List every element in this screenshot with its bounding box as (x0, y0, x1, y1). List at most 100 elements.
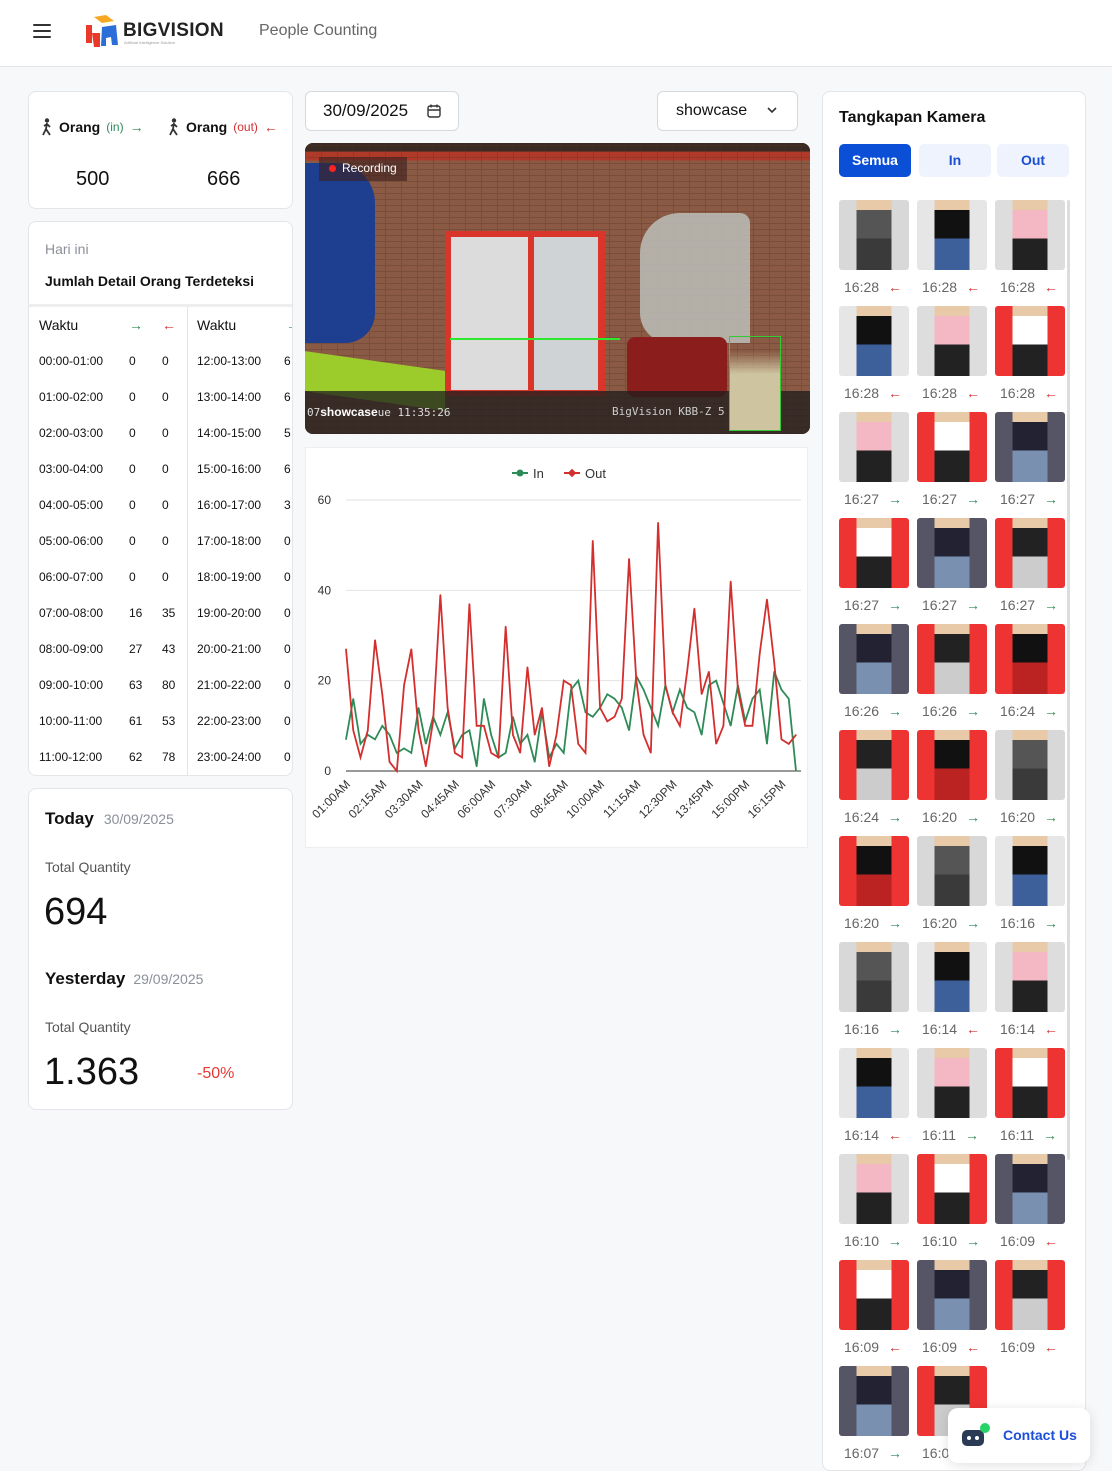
arrow-right-icon: → (888, 597, 903, 613)
capture-thumbnail[interactable] (917, 200, 987, 270)
in-count: 6 (284, 390, 291, 404)
arrow-right-icon: → (1044, 597, 1059, 613)
recording-badge: Recording (319, 157, 407, 181)
capture-thumbnail[interactable] (839, 518, 909, 588)
capture-time-text: 16:16 (1000, 915, 1036, 931)
out-label: Orang (out) ← (168, 118, 278, 136)
capture-time-text: 16:27 (922, 491, 958, 507)
data-point-out (468, 603, 470, 605)
data-point-out (548, 765, 550, 768)
tab-in[interactable]: In (919, 144, 991, 177)
tab-all[interactable]: Semua (839, 144, 911, 177)
capture-thumbnail[interactable] (839, 730, 909, 800)
capture-thumbnail[interactable] (839, 1154, 909, 1224)
capture-thumbnail[interactable] (839, 942, 909, 1012)
data-point-in (359, 743, 362, 745)
walking-person-icon (169, 118, 178, 136)
y-tick-label: 60 (318, 493, 332, 507)
capture-thumbnail[interactable] (995, 836, 1065, 906)
walking-person-icon (42, 118, 51, 136)
capture-thumbnail[interactable] (839, 412, 909, 482)
capture-thumbnail[interactable] (917, 1260, 987, 1330)
brand-tagline: Artificial Intelligence Solution (124, 40, 175, 45)
capture-thumbnail[interactable] (995, 412, 1065, 482)
tab-out[interactable]: Out (997, 144, 1069, 177)
data-point-in (439, 734, 441, 736)
today-qty-label: Total Quantity (45, 859, 131, 875)
arrow-left-icon: ← (888, 1339, 903, 1355)
date-picker[interactable]: 30/09/2025 (305, 91, 459, 131)
capture-thumbnail[interactable] (839, 624, 909, 694)
capture-thumbnail[interactable] (995, 1154, 1065, 1224)
in-count: 0 (129, 390, 136, 404)
capture-thumbnail[interactable] (839, 1366, 909, 1436)
bigvision-logo[interactable]: BIGVISION Artificial Intelligence Soluti… (84, 13, 224, 51)
capture-thumbnail[interactable] (917, 836, 987, 906)
data-point-in (642, 689, 645, 691)
capture-thumbnail[interactable] (995, 200, 1065, 270)
capture-time-text: 16:10 (844, 1233, 880, 1249)
capture-time: 16:14 ← (922, 1021, 980, 1037)
data-point-in (766, 743, 768, 745)
capture-thumbnail[interactable] (995, 624, 1065, 694)
capture-time-text: 16:11 (922, 1127, 956, 1143)
capture-thumbnail[interactable] (839, 200, 909, 270)
detection-box (729, 336, 781, 431)
data-point-out (476, 725, 478, 727)
capture-thumbnail[interactable] (917, 1154, 987, 1224)
capture-thumbnail[interactable] (917, 1048, 987, 1118)
data-point-out (432, 720, 434, 722)
arrow-right-icon: → (966, 597, 981, 613)
arrow-right-icon: → (888, 915, 903, 931)
capture-time: 16:26 → (922, 703, 980, 719)
in-label-text: Orang (59, 119, 101, 135)
arrow-right-icon: → (1044, 491, 1059, 507)
brand-name: BIGVISION (123, 20, 224, 41)
table-row: 08:00-09:00 27 43 (29, 631, 189, 667)
page-title: People Counting (259, 22, 378, 39)
capture-time: 16:24 → (844, 809, 902, 825)
table-row: 09:00-10:00 63 80 (29, 667, 189, 703)
capture-thumbnail[interactable] (917, 306, 987, 376)
data-point-in (628, 729, 630, 731)
x-tick-label: 16:15PM (745, 777, 789, 821)
camera-live-feed[interactable]: Recording 07showcaseue 11:35:26 BigVisio… (305, 143, 810, 434)
legend-marker (567, 468, 577, 478)
wall-map-mural (305, 163, 375, 343)
captures-scrollbar[interactable] (1067, 200, 1070, 1160)
data-point-out (417, 729, 420, 731)
capture-thumbnail[interactable] (995, 730, 1065, 800)
people-count-summary: Orang (in) → Orang (out) ← 500 666 (28, 91, 293, 209)
capture-thumbnail[interactable] (839, 1048, 909, 1118)
in-count: 0 (129, 426, 136, 440)
arrow-right-icon: → (888, 703, 903, 719)
capture-thumbnail[interactable] (917, 942, 987, 1012)
capture-time-text: 16:20 (1000, 809, 1036, 825)
x-tick-label: 04:45AM (418, 777, 462, 821)
capture-thumbnail[interactable] (917, 730, 987, 800)
contact-us-button[interactable]: Contact Us (948, 1408, 1090, 1463)
capture-thumbnail[interactable] (995, 1260, 1065, 1330)
hamburger-menu-icon[interactable] (33, 24, 51, 38)
recording-text: Recording (342, 161, 397, 175)
capture-thumbnail[interactable] (839, 836, 909, 906)
data-point-out (367, 729, 369, 731)
detail-subtitle: Hari ini (45, 241, 89, 257)
capture-thumbnail[interactable] (995, 306, 1065, 376)
capture-thumbnail[interactable] (839, 1260, 909, 1330)
capture-thumbnail[interactable] (917, 412, 987, 482)
capture-thumbnail[interactable] (917, 518, 987, 588)
arrow-right-icon: → (1044, 809, 1059, 825)
x-tick-label: 06:00AM (454, 777, 498, 821)
capture-thumbnail[interactable] (995, 942, 1065, 1012)
camera-select[interactable]: showcase (657, 91, 798, 131)
capture-thumbnail[interactable] (917, 624, 987, 694)
capture-thumbnail[interactable] (839, 306, 909, 376)
capture-thumbnail[interactable] (995, 1048, 1065, 1118)
capture-time: 16:28 ← (922, 385, 980, 401)
capture-thumbnail[interactable] (995, 518, 1065, 588)
data-point-out (650, 752, 652, 754)
totals-card: Today 30/09/2025 Total Quantity 694 Yest… (28, 788, 293, 1110)
capture-time: 16:10 → (844, 1233, 902, 1249)
data-point-in (621, 707, 623, 709)
